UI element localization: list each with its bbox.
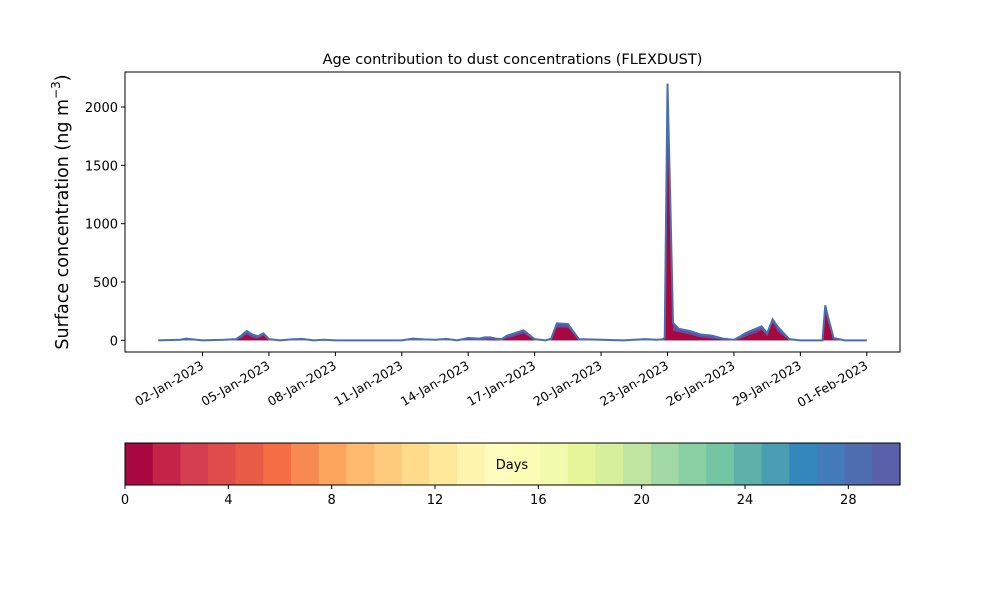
y-tick-label: 500 bbox=[93, 276, 118, 291]
y-tick-label: 1500 bbox=[85, 159, 118, 174]
colorbar-swatch bbox=[235, 443, 264, 485]
y-axis-label-text: Surface concentration (ng m bbox=[53, 99, 73, 350]
x-tick-label: 29-Jan-2023 bbox=[730, 358, 804, 409]
colorbar-swatch bbox=[374, 443, 403, 485]
area-age-0-1 bbox=[158, 118, 867, 341]
axes-frame bbox=[124, 71, 901, 353]
colorbar-swatch bbox=[706, 443, 735, 485]
colorbar-swatch bbox=[844, 443, 873, 485]
x-tick-label: 26-Jan-2023 bbox=[664, 358, 738, 409]
y-axis-label: Surface concentration (ng m−3) bbox=[49, 74, 73, 349]
colorbar-tick-label: 0 bbox=[121, 493, 129, 508]
y-tick-label: 0 bbox=[110, 334, 118, 349]
x-tick-label: 02-Jan-2023 bbox=[132, 358, 206, 409]
y-axis-label-superscript: −3 bbox=[49, 81, 63, 99]
x-axis: 02-Jan-202305-Jan-202308-Jan-202311-Jan-… bbox=[132, 352, 870, 410]
colorbar-swatch bbox=[318, 443, 348, 485]
colorbar-swatch bbox=[484, 443, 514, 485]
colorbar-swatch bbox=[678, 443, 707, 485]
chart-title: Age contribution to dust concentrations … bbox=[323, 52, 703, 68]
colorbar-swatch bbox=[595, 443, 624, 485]
colorbar-swatch bbox=[208, 443, 237, 485]
area-total bbox=[158, 83, 867, 341]
colorbar-tick-label: 8 bbox=[328, 493, 336, 508]
colorbar-swatch bbox=[623, 443, 652, 485]
colorbar-swatch bbox=[650, 443, 680, 485]
x-tick-label: 23-Jan-2023 bbox=[597, 358, 671, 409]
colorbar-swatch bbox=[429, 443, 458, 485]
x-tick-label: 05-Jan-2023 bbox=[199, 358, 273, 409]
colorbar-swatch bbox=[180, 443, 209, 485]
colorbar-swatch bbox=[540, 443, 569, 485]
line-total bbox=[158, 83, 867, 342]
y-axis: 0 500 1000 1500 2000 bbox=[85, 101, 125, 349]
colorbar-tick-label: 20 bbox=[633, 493, 650, 508]
colorbar-tick-label: 12 bbox=[427, 493, 444, 508]
x-tick-label: 14-Jan-2023 bbox=[398, 358, 472, 409]
colorbar-frame bbox=[124, 442, 901, 486]
y-axis-label-close: ) bbox=[53, 74, 73, 81]
y-tick-label: 2000 bbox=[85, 101, 118, 116]
x-tick-label: 20-Jan-2023 bbox=[531, 358, 605, 409]
colorbar-swatch bbox=[125, 443, 154, 485]
y-tick-label: 1000 bbox=[85, 218, 118, 233]
x-tick-label: 08-Jan-2023 bbox=[265, 358, 339, 409]
x-tick-label: 11-Jan-2023 bbox=[331, 358, 405, 409]
plot-area bbox=[158, 83, 867, 342]
colorbar-swatch bbox=[291, 443, 320, 485]
colorbar-swatch bbox=[401, 443, 431, 485]
colorbar-tick-label: 28 bbox=[840, 493, 857, 508]
colorbar-tick-label: 4 bbox=[224, 493, 232, 508]
colorbar-tick-label: 24 bbox=[737, 493, 754, 508]
colorbar-swatch bbox=[816, 443, 846, 485]
x-tick-label: 17-Jan-2023 bbox=[464, 358, 538, 409]
colorbar-swatch bbox=[152, 443, 181, 485]
x-tick-label: 01-Feb-2023 bbox=[794, 358, 870, 410]
colorbar-swatch bbox=[789, 443, 818, 485]
colorbar-swatch bbox=[512, 443, 541, 485]
colorbar-swatch bbox=[346, 443, 375, 485]
svg-text:Surface concentration (ng m−3): Surface concentration (ng m−3) bbox=[49, 74, 73, 349]
colorbar bbox=[124, 442, 901, 486]
colorbar-swatch bbox=[733, 443, 763, 485]
colorbar-tick-label: 16 bbox=[530, 493, 547, 508]
colorbar-swatch bbox=[761, 443, 790, 485]
colorbar-swatch bbox=[567, 443, 597, 485]
colorbar-swatch bbox=[263, 443, 292, 485]
colorbar-label: Days bbox=[496, 458, 529, 473]
colorbar-swatch bbox=[872, 443, 901, 485]
colorbar-ticks: 0 4 8 12 16 20 24 28 bbox=[121, 485, 857, 508]
colorbar-swatch bbox=[457, 443, 486, 485]
